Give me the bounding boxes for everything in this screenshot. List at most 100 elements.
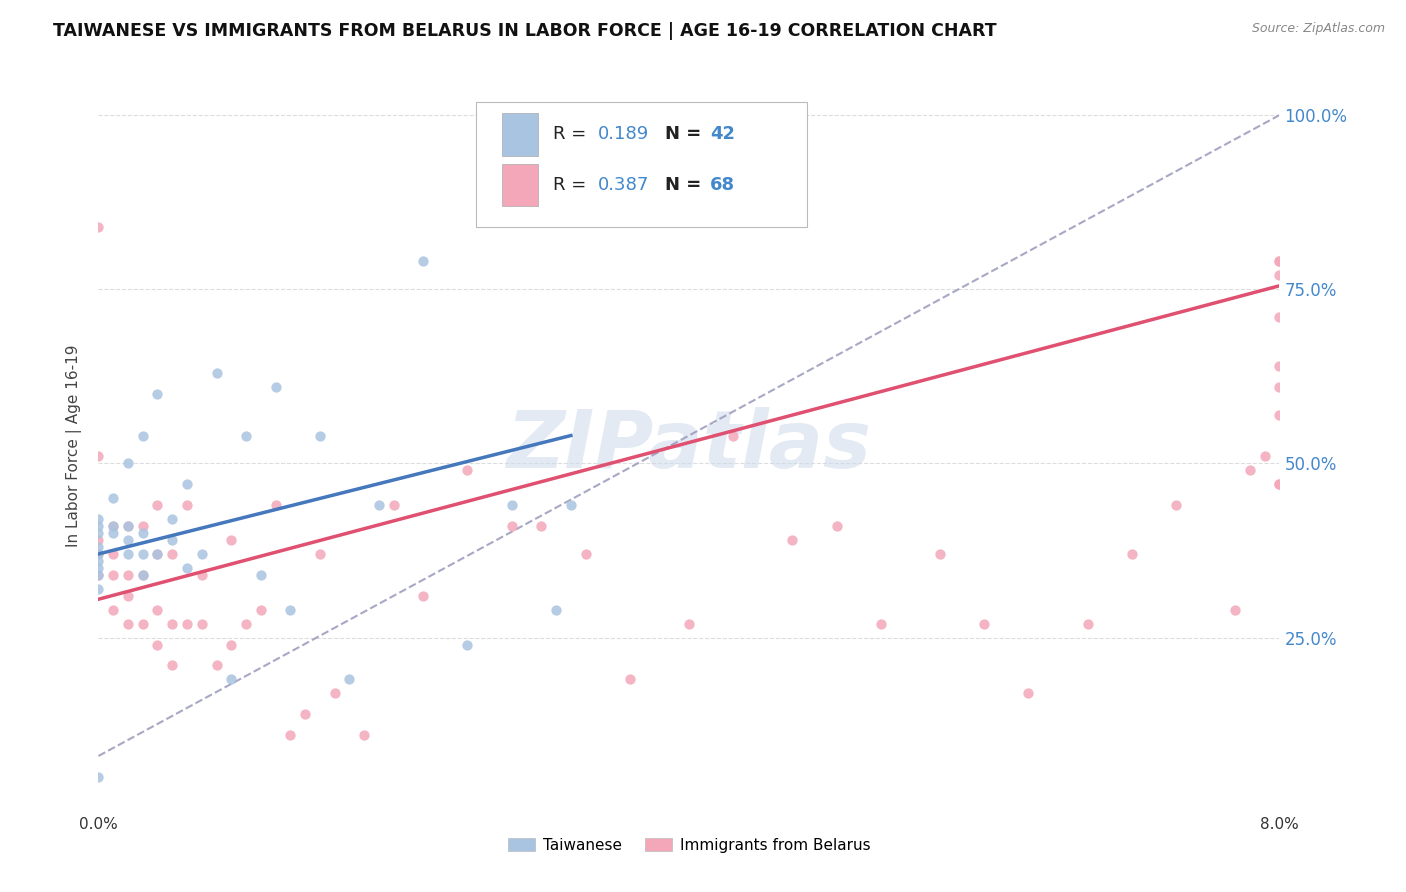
Point — [782, 533, 804, 547]
Point — [87, 219, 110, 234]
Point — [117, 547, 139, 561]
Text: 42: 42 — [710, 126, 735, 144]
Point — [309, 547, 332, 561]
Point — [87, 512, 110, 526]
Text: 0.387: 0.387 — [598, 176, 650, 194]
Point — [191, 567, 214, 582]
Point — [309, 428, 332, 442]
Point — [973, 616, 995, 631]
Point — [280, 603, 302, 617]
Point — [501, 519, 523, 533]
Point — [530, 519, 553, 533]
Y-axis label: In Labor Force | Age 16-19: In Labor Force | Age 16-19 — [66, 344, 83, 548]
Point — [87, 554, 110, 568]
Point — [1254, 450, 1277, 464]
Point — [1268, 268, 1291, 283]
Point — [205, 366, 228, 380]
Point — [221, 673, 243, 687]
Point — [1077, 616, 1099, 631]
Point — [294, 707, 316, 722]
Point — [457, 638, 479, 652]
Point — [546, 603, 568, 617]
Point — [1268, 408, 1291, 422]
Point — [1121, 547, 1143, 561]
Point — [87, 567, 110, 582]
Point — [235, 428, 257, 442]
Point — [176, 616, 198, 631]
Point — [368, 498, 391, 512]
Point — [1268, 359, 1291, 373]
Text: 0.189: 0.189 — [598, 126, 650, 144]
Point — [619, 673, 641, 687]
Point — [162, 512, 183, 526]
Point — [1268, 254, 1291, 268]
Text: R =: R = — [553, 126, 592, 144]
Point — [235, 616, 257, 631]
Point — [205, 658, 228, 673]
Point — [162, 658, 183, 673]
Point — [382, 498, 405, 512]
Legend: Taiwanese, Immigrants from Belarus: Taiwanese, Immigrants from Belarus — [502, 831, 876, 859]
Point — [87, 519, 110, 533]
Point — [103, 526, 125, 541]
Point — [146, 498, 169, 512]
Point — [280, 728, 302, 742]
Point — [162, 533, 183, 547]
Point — [103, 519, 125, 533]
Point — [132, 526, 155, 541]
Point — [250, 603, 273, 617]
Point — [117, 519, 139, 533]
Point — [929, 547, 952, 561]
Point — [1268, 477, 1291, 491]
Point — [723, 428, 745, 442]
Point — [678, 616, 700, 631]
Point — [1268, 380, 1291, 394]
Text: TAIWANESE VS IMMIGRANTS FROM BELARUS IN LABOR FORCE | AGE 16-19 CORRELATION CHAR: TAIWANESE VS IMMIGRANTS FROM BELARUS IN … — [53, 22, 997, 40]
Point — [1268, 310, 1291, 325]
Point — [103, 519, 125, 533]
Point — [250, 567, 273, 582]
Point — [412, 589, 434, 603]
Point — [176, 477, 198, 491]
Point — [560, 498, 582, 512]
Point — [117, 616, 139, 631]
Point — [1268, 254, 1291, 268]
Text: N =: N = — [665, 126, 707, 144]
Point — [1166, 498, 1188, 512]
Point — [870, 616, 893, 631]
Point — [221, 638, 243, 652]
Point — [103, 603, 125, 617]
Point — [87, 526, 110, 541]
Point — [132, 616, 155, 631]
Point — [103, 567, 125, 582]
Point — [146, 603, 169, 617]
Point — [87, 582, 110, 596]
Point — [264, 380, 287, 394]
Point — [117, 533, 139, 547]
Text: N =: N = — [665, 176, 707, 194]
Point — [146, 638, 169, 652]
Point — [575, 547, 598, 561]
Point — [117, 457, 139, 471]
Point — [162, 547, 183, 561]
Point — [117, 567, 139, 582]
Point — [1239, 463, 1261, 477]
Point — [146, 386, 169, 401]
Point — [103, 547, 125, 561]
Point — [132, 547, 155, 561]
FancyBboxPatch shape — [477, 103, 807, 227]
Point — [132, 519, 155, 533]
Point — [264, 498, 287, 512]
Point — [117, 519, 139, 533]
Point — [457, 463, 479, 477]
Bar — [502, 163, 537, 206]
Text: ZIPatlas: ZIPatlas — [506, 407, 872, 485]
Point — [117, 589, 139, 603]
Point — [87, 770, 110, 784]
Point — [87, 450, 110, 464]
Point — [146, 547, 169, 561]
Point — [87, 567, 110, 582]
Point — [1225, 603, 1247, 617]
Text: 68: 68 — [710, 176, 735, 194]
Point — [1268, 477, 1291, 491]
